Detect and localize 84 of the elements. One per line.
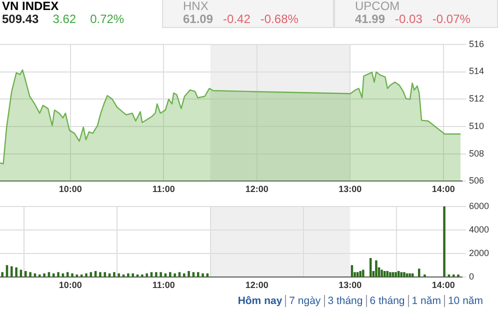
bar [160,272,162,278]
text: 1 năm [408,295,444,307]
bar [380,270,383,278]
bar [202,273,204,278]
y-tick-label: 4000 [469,224,490,234]
y-tick-label: 508 [469,148,484,158]
bar [443,206,446,278]
y-tick-label: 510 [469,120,484,131]
x-tick-label: 12:00 [245,280,268,290]
bar [174,273,176,278]
text: 61.09 [183,12,214,26]
x-tick-label: 14:00 [432,184,455,194]
bar [389,272,392,278]
text: 7 ngày [285,295,324,307]
x-tick-label: 11:00 [152,184,175,194]
bar [29,272,32,278]
y-tick-label: 6000 [469,200,490,211]
text: -0.07% [432,12,470,26]
x-tick-label: 11:00 [152,280,175,290]
bar [141,274,144,278]
bar [113,272,116,278]
bar [10,266,13,278]
x-tick-label: 12:00 [245,184,268,194]
text: 0.72% [90,12,124,26]
text: UPCOM [355,0,401,13]
text: 6 tháng [366,295,408,307]
text: -0.03 [395,12,422,26]
bar [104,272,106,278]
text: Hôm nay [236,295,284,307]
bar [66,272,69,278]
x-tick-label: 14:00 [432,280,455,290]
bar [192,272,195,278]
text: HNX [183,0,210,13]
text: VN INDEX [2,0,60,13]
x-tick-label: 13:00 [338,280,362,290]
bar [400,272,403,278]
bar [188,270,190,278]
text: -0.68% [260,12,298,26]
bar [403,272,406,278]
bar [127,273,130,278]
bar [362,270,364,278]
bar [57,272,60,278]
bar [48,272,50,278]
bar [24,270,27,278]
text: 509.43 [2,12,39,26]
y-tick-label: 516 [469,38,484,49]
bar [43,273,46,278]
x-tick-label: 10:00 [58,280,82,290]
bar [197,272,200,278]
x-tick-label: 10:00 [58,184,82,194]
bar [15,267,18,278]
bar [155,272,158,278]
x-tick-label: 13:00 [338,184,362,194]
bar [146,273,148,278]
y-tick-label: 506 [469,176,484,186]
bar [169,272,172,278]
bar [132,273,134,278]
text: 3 tháng [324,295,366,307]
bar [99,272,102,278]
bar [38,274,41,278]
bar [178,272,181,278]
bar [90,272,92,278]
bar [457,274,460,278]
bar [85,273,88,278]
bar [408,273,411,278]
y-tick-label: 514 [469,66,484,76]
bar [394,272,397,278]
y-tick-label: 2000 [469,248,490,258]
bar [392,272,394,278]
bar [369,258,372,278]
text: 3.62 [52,12,76,26]
bar [183,273,186,278]
text: 41.99 [355,12,386,26]
bar [1,272,4,278]
bar [359,270,362,278]
text: -0.42 [223,12,250,26]
bar [71,273,74,278]
bar [356,272,359,278]
y-tick-label: 0 [469,272,474,282]
text: 10 năm [444,295,486,307]
bar [150,272,153,278]
bar [375,260,378,278]
y-tick-label: 512 [469,94,484,104]
bar [424,274,426,278]
